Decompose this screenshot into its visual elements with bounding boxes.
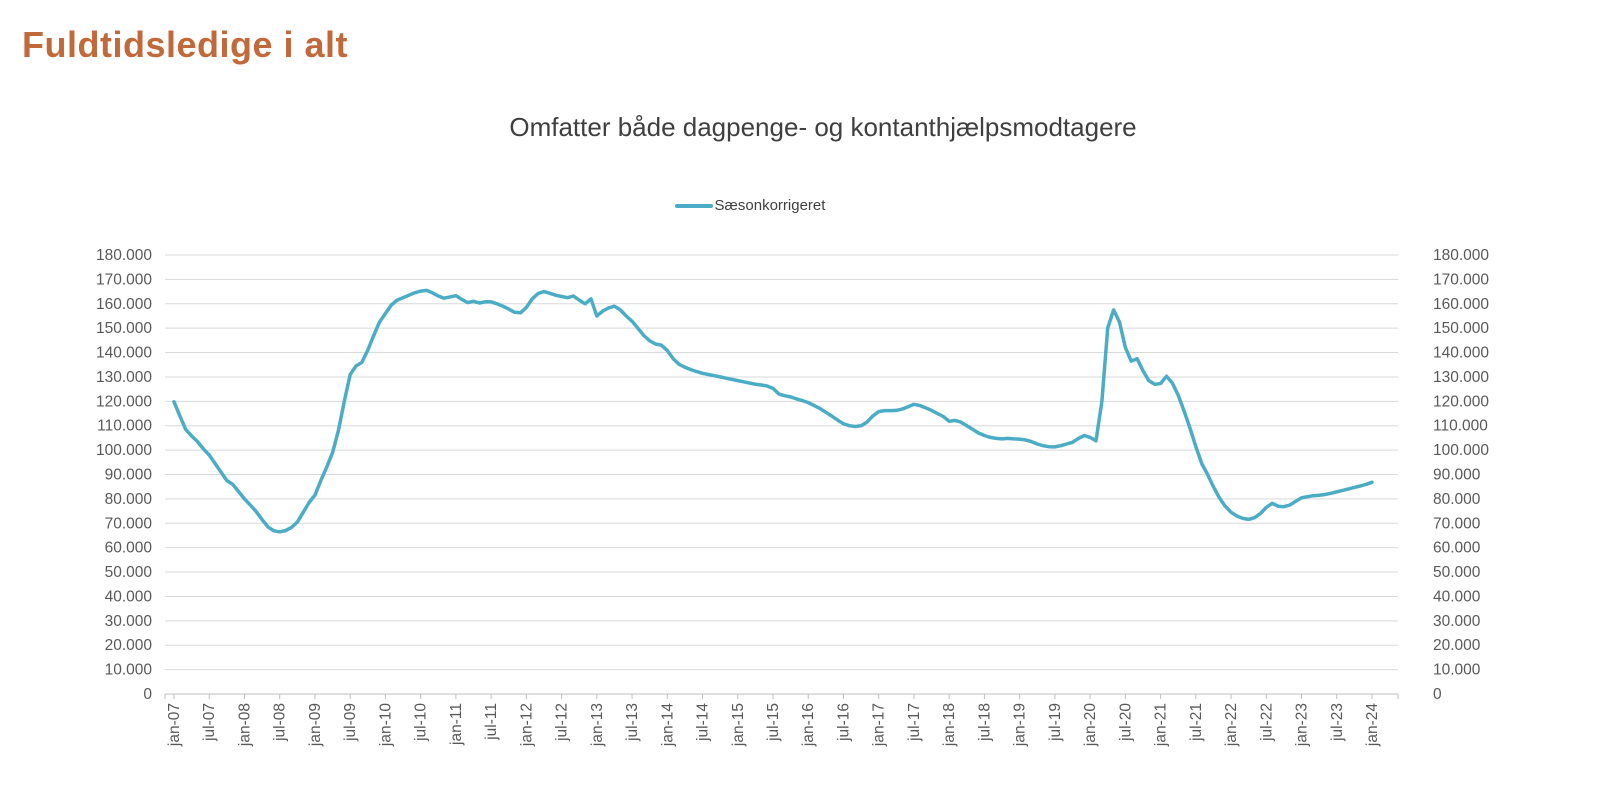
x-axis-label: jul-17 (906, 703, 923, 742)
x-axis-label: jan-14 (659, 703, 676, 747)
page-title: Fuldtidsledige i alt (22, 24, 349, 65)
legend-line-icon (674, 203, 713, 208)
series-line-saesonkorrigeret (172, 288, 1374, 534)
x-axis-label: jul-15 (765, 703, 782, 742)
x-axis-label: jul-10 (413, 703, 430, 742)
y-axis-label-right: 140.000 (1433, 345, 1489, 362)
x-axis-label: jan-11 (448, 703, 465, 746)
x-axis-label: jan-10 (377, 703, 394, 747)
y-axis-label-left: 120.000 (96, 393, 152, 410)
y-axis-label-right: 130.000 (1433, 369, 1489, 386)
x-axis-label: jul-18 (976, 703, 993, 742)
x-axis-label: jan-23 (1294, 703, 1311, 747)
x-axis-label: jan-18 (941, 703, 958, 747)
y-axis-label-right: 180.000 (1433, 247, 1489, 264)
x-axis-label: jul-07 (201, 703, 218, 742)
x-axis-label: jan-09 (307, 703, 324, 747)
y-axis-label-left: 50.000 (105, 564, 153, 581)
y-axis-label-left: 160.000 (96, 296, 152, 313)
chart-legend: Sæsonkorrigeret (0, 197, 1500, 214)
y-axis-label-left: 100.000 (96, 442, 152, 459)
y-axis-label-right: 120.000 (1433, 393, 1489, 410)
y-axis-label-right: 0 (1433, 686, 1442, 703)
y-axis-label-right: 50.000 (1433, 564, 1481, 581)
x-axis-label: jan-12 (518, 703, 535, 747)
y-axis-label-right: 60.000 (1433, 540, 1481, 557)
y-axis-label-left: 0 (143, 686, 152, 703)
y-axis-label-right: 110.000 (1433, 418, 1488, 435)
chart-subtitle: Omfatter både dagpenge- og kontanthjælps… (509, 112, 1137, 142)
x-axis-label: jul-16 (835, 703, 852, 742)
x-axis-label: jan-08 (236, 703, 253, 747)
y-axis-label-left: 70.000 (105, 515, 153, 532)
x-axis-label: jan-07 (166, 703, 183, 747)
x-axis-label: jul-14 (695, 703, 712, 742)
y-axis-label-left: 140.000 (96, 345, 152, 362)
x-axis-label: jan-20 (1082, 703, 1099, 747)
y-axis-label-left: 90.000 (105, 467, 153, 484)
y-axis-label-right: 100.000 (1433, 442, 1489, 459)
y-axis-label-left: 180.000 (96, 247, 152, 264)
y-axis-label-right: 170.000 (1433, 271, 1489, 288)
x-axis-label: jan-22 (1223, 703, 1240, 747)
y-axis-label-right: 30.000 (1433, 613, 1481, 630)
y-axis-label-left: 10.000 (105, 662, 153, 679)
y-axis-label-left: 130.000 (96, 369, 152, 386)
x-axis-label: jul-19 (1047, 703, 1064, 742)
y-axis-label-right: 160.000 (1433, 296, 1489, 313)
y-axis-label-left: 150.000 (96, 320, 152, 337)
x-axis-label: jan-21 (1153, 703, 1170, 747)
x-axis-label: jan-16 (800, 703, 817, 747)
x-axis-label: jan-13 (589, 703, 606, 747)
x-axis-label: jul-23 (1329, 703, 1346, 742)
x-axis-label: jul-11 (483, 703, 500, 741)
y-axis-label-left: 20.000 (105, 637, 153, 654)
x-axis-label: jul-21 (1188, 703, 1205, 742)
x-axis-label: jan-17 (871, 703, 888, 747)
y-axis-label-left: 60.000 (105, 540, 153, 557)
y-axis-label-right: 20.000 (1433, 637, 1481, 654)
y-axis-label-left: 80.000 (105, 491, 153, 508)
x-axis-label: jul-22 (1258, 703, 1275, 742)
legend-label: Sæsonkorrigeret (714, 197, 826, 214)
x-axis-label: jul-09 (342, 703, 359, 742)
y-axis-label-right: 150.000 (1433, 320, 1489, 337)
y-axis-label-right: 40.000 (1433, 588, 1481, 605)
y-axis-label-right: 80.000 (1433, 491, 1481, 508)
x-axis-label: jul-12 (554, 703, 571, 742)
y-axis-label-right: 70.000 (1433, 515, 1481, 532)
x-axis-label: jan-24 (1364, 703, 1381, 747)
x-axis-label: jan-15 (730, 703, 747, 747)
y-axis-label-left: 40.000 (105, 588, 153, 605)
y-axis-label-left: 170.000 (96, 271, 152, 288)
y-axis-label-left: 110.000 (97, 418, 152, 435)
y-axis-label-right: 10.000 (1433, 662, 1481, 679)
x-axis-label: jan-19 (1012, 703, 1029, 747)
x-axis-label: jul-20 (1117, 703, 1134, 742)
x-axis-label: jul-13 (624, 703, 641, 742)
y-axis-label-right: 90.000 (1433, 467, 1481, 484)
y-axis-label-left: 30.000 (105, 613, 153, 630)
x-axis-label: jul-08 (272, 703, 289, 742)
